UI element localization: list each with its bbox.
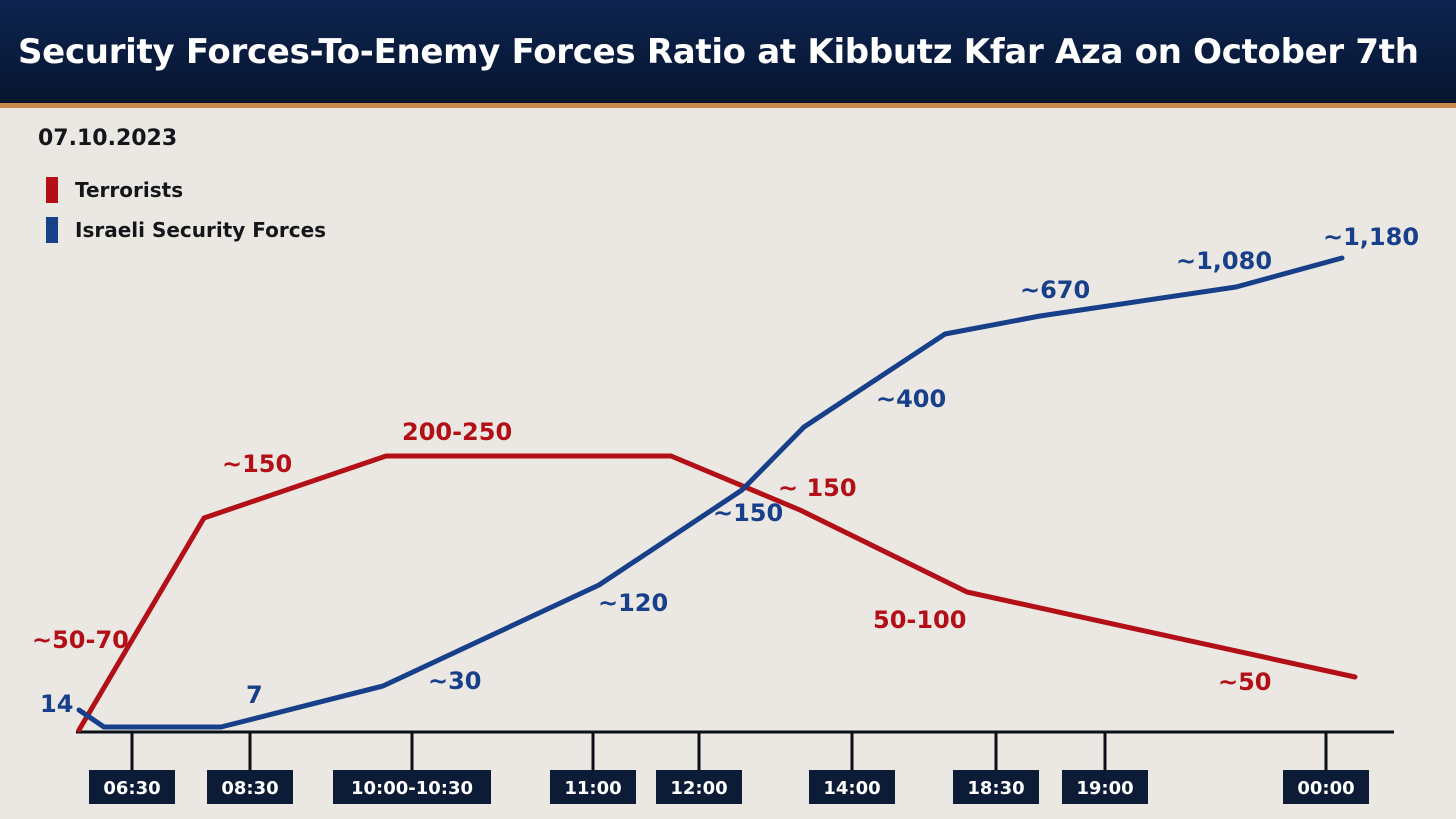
legend: Terrorists Israeli Security Forces xyxy=(46,170,326,250)
security-forces-data-label: ~150 xyxy=(713,499,783,527)
header-banner: Security Forces-To-Enemy Forces Ratio at… xyxy=(0,0,1456,108)
tick-label: 00:00 xyxy=(1297,778,1354,799)
tick-label: 19:00 xyxy=(1076,778,1133,799)
security-forces-data-label: ~30 xyxy=(428,667,482,695)
legend-item-security-forces: Israeli Security Forces xyxy=(46,210,326,250)
date-label: 07.10.2023 xyxy=(38,126,178,151)
terrorists-data-label: ~150 xyxy=(222,450,292,478)
legend-label-security-forces: Israeli Security Forces xyxy=(75,218,327,242)
terrorists-data-label: 200-250 xyxy=(402,418,512,446)
terrorists-data-label: ~ 150 xyxy=(778,474,857,502)
legend-swatch-security-forces xyxy=(46,217,58,243)
tick-label: 18:30 xyxy=(967,778,1024,799)
security-forces-data-label: 14 xyxy=(40,690,73,718)
security-forces-data-label: ~1,180 xyxy=(1323,223,1419,251)
tick-label-box xyxy=(1062,770,1148,804)
terrorists-data-label: ~50-70 xyxy=(32,626,129,654)
security-forces-data-label: ~120 xyxy=(598,589,668,617)
tick-label: 06:30 xyxy=(103,778,160,799)
tick-label: 12:00 xyxy=(670,778,727,799)
terrorists-data-label: 50-100 xyxy=(873,606,966,634)
security-forces-line xyxy=(76,255,1345,730)
security-forces-data-label: ~400 xyxy=(876,385,946,413)
tick-label: 08:30 xyxy=(221,778,278,799)
legend-swatch-terrorists xyxy=(46,177,58,203)
tick-label-box xyxy=(89,770,175,804)
terrorists-line xyxy=(76,453,1358,733)
tick-label-box xyxy=(333,770,491,804)
security-forces-data-label: ~1,080 xyxy=(1176,247,1272,275)
legend-item-terrorists: Terrorists xyxy=(46,170,326,210)
tick-label: 11:00 xyxy=(564,778,621,799)
tick-label-box xyxy=(207,770,293,804)
legend-label-terrorists: Terrorists xyxy=(75,178,184,202)
security-forces-data-label: ~670 xyxy=(1020,276,1090,304)
tick-label: 14:00 xyxy=(823,778,880,799)
tick-label-box xyxy=(1283,770,1369,804)
tick-label-box xyxy=(550,770,636,804)
tick-label: 10:00-10:30 xyxy=(351,778,473,799)
chart-title: Security Forces-To-Enemy Forces Ratio at… xyxy=(18,32,1419,72)
terrorists-data-label: ~50 xyxy=(1218,668,1272,696)
security-forces-data-label: 7 xyxy=(246,681,263,709)
tick-label-box xyxy=(809,770,895,804)
tick-label-box xyxy=(953,770,1039,804)
tick-label-box xyxy=(656,770,742,804)
